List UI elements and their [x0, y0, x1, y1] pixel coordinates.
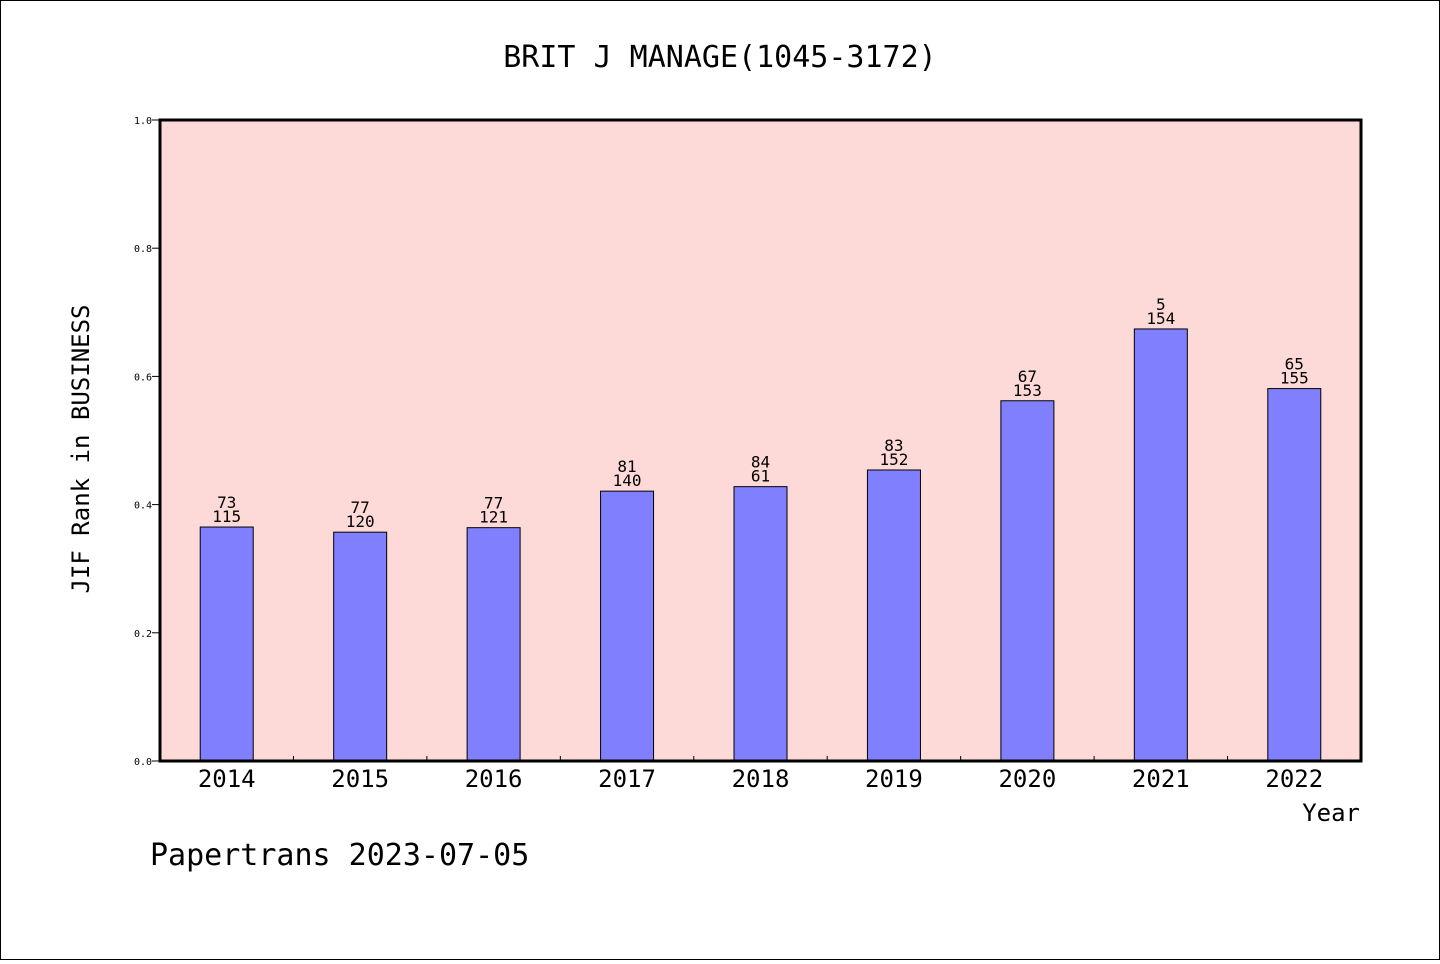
bar-2019 — [866, 469, 921, 762]
x-tick-label-2014: 2014 — [198, 765, 256, 793]
bar-label-rank-2018: 84 — [751, 453, 770, 472]
bar-label-total-2014: 115 — [212, 507, 241, 526]
bar-label-total-2017: 140 — [613, 471, 642, 490]
y-tick-label: 0.2 — [134, 629, 152, 640]
y-axis: 0.0 0.2 0.4 0.6 0.8 1.0 — [134, 116, 160, 768]
bar-label-total-2015: 120 — [346, 512, 375, 531]
plot-border — [158, 118, 1363, 763]
x-tick-label-2019: 2019 — [865, 765, 923, 793]
bar-label-rank-2020: 67 — [1018, 367, 1037, 386]
bar-label-rank-2019: 83 — [884, 436, 903, 455]
bar-label-rank-2017: 81 — [617, 457, 636, 476]
y-tick-label: 0.8 — [134, 244, 152, 255]
bar-label-total-2022: 155 — [1280, 369, 1309, 388]
bar-2020 — [1000, 400, 1055, 762]
bar-label-total-2021: 154 — [1146, 309, 1175, 328]
bar-2022 — [1267, 388, 1322, 762]
bar-2016 — [466, 527, 521, 762]
y-tick-label: 0.4 — [134, 501, 152, 512]
bar-label-rank-2022: 65 — [1285, 355, 1304, 374]
x-tick-label-2017: 2017 — [598, 765, 656, 793]
bar-2014 — [199, 526, 254, 762]
x-tick-label-2018: 2018 — [732, 765, 790, 793]
bar-label-rank-2021: 5 — [1156, 295, 1166, 314]
x-tick-label-2021: 2021 — [1132, 765, 1190, 793]
footer-text: Papertrans 2023-07-05 — [150, 838, 529, 873]
y-tick-label: 0.0 — [134, 757, 152, 768]
y-tick-label: 1.0 — [134, 116, 152, 127]
bar-label-rank-2015: 77 — [351, 498, 370, 517]
x-tick-label-2015: 2015 — [331, 765, 389, 793]
chart-title: BRIT J MANAGE(1045-3172) — [503, 40, 936, 75]
bar-2021 — [1133, 328, 1188, 762]
bar-2018 — [733, 486, 788, 762]
bar-label-rank-2016: 77 — [484, 494, 503, 513]
bar-label-total-2020: 153 — [1013, 381, 1042, 400]
x-axis: 2014 2015 2016 2017 2018 2019 2020 2021 2022 — [198, 756, 1323, 793]
bar-label-total-2019: 152 — [879, 450, 908, 469]
bar-label-total-2016: 121 — [479, 508, 508, 527]
x-tick-label-2022: 2022 — [1265, 765, 1323, 793]
bar-label-total-2018: 61 — [751, 467, 770, 486]
y-axis-label: JIF Rank in BUSINESS — [67, 305, 95, 594]
x-tick-label-2016: 2016 — [465, 765, 523, 793]
bar-2017 — [600, 490, 655, 762]
x-axis-label: Year — [1302, 799, 1360, 827]
bar-2015 — [333, 531, 388, 762]
bar-label-rank-2014: 73 — [217, 493, 236, 512]
x-tick-label-2020: 2020 — [998, 765, 1056, 793]
y-tick-label: 0.6 — [134, 372, 152, 383]
bars — [199, 328, 1322, 762]
